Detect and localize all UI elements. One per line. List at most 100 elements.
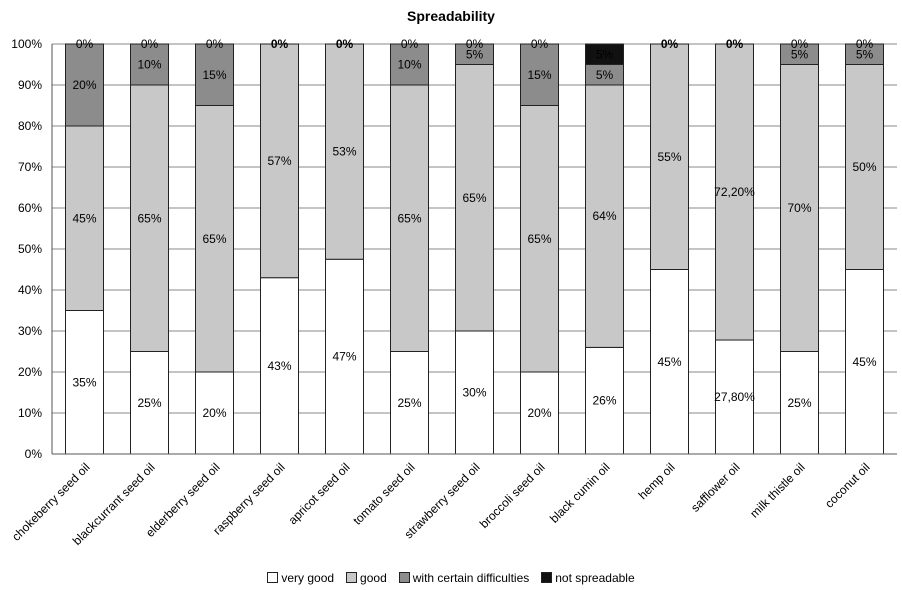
data-label: 45%: [852, 355, 876, 369]
data-label: 0%: [531, 37, 549, 51]
data-label: 0%: [206, 37, 224, 51]
legend-item: good: [346, 571, 387, 585]
data-label: 10%: [137, 58, 161, 72]
legend: very good good with certain difficulties no…: [0, 571, 902, 585]
data-label: 5%: [856, 47, 874, 61]
y-tick-label: 90%: [18, 78, 42, 92]
bar-segment: [845, 43, 884, 65]
bar-segment: [585, 43, 624, 65]
bar-segment: [65, 43, 104, 127]
y-tick-label: 30%: [18, 324, 42, 338]
data-label: 26%: [592, 394, 616, 408]
data-label: 0%: [466, 37, 484, 51]
bar-segment: [845, 269, 884, 455]
data-label: 5%: [596, 68, 614, 82]
y-tick-label: 0%: [25, 447, 43, 461]
data-label: 43%: [267, 359, 291, 373]
x-tick-label: black cumin oil: [547, 460, 613, 526]
data-label: 0%: [791, 37, 809, 51]
data-label: 0%: [661, 37, 679, 51]
legend-swatch: [346, 572, 358, 583]
data-label: 20%: [72, 78, 96, 92]
data-label: 64%: [592, 209, 616, 223]
legend-item: very good: [267, 571, 334, 585]
legend-label: very good: [281, 571, 335, 585]
y-tick-label: 10%: [18, 406, 42, 420]
data-label: 20%: [527, 406, 551, 420]
bar-segment: [455, 330, 494, 455]
bar-segment: [390, 43, 429, 86]
bar-segment: [390, 84, 429, 352]
legend-swatch: [541, 572, 553, 583]
bar-segment: [325, 43, 364, 260]
data-label: 65%: [462, 191, 486, 205]
x-tick-label: safflower oil: [688, 460, 743, 515]
x-tick-label: broccoli seed oil: [477, 460, 548, 531]
x-tick-label: tomato seed oil: [350, 460, 417, 527]
legend-item: not spreadable: [541, 571, 635, 585]
data-label: 47%: [332, 350, 356, 364]
legend-label: not spreadable: [555, 571, 635, 585]
legend-label: with certain difficulties: [412, 571, 530, 585]
data-label: 35%: [72, 375, 96, 389]
bar-segment: [650, 43, 689, 270]
data-label: 0%: [76, 37, 94, 51]
data-label: 25%: [137, 396, 161, 410]
bar-segment: [65, 125, 104, 311]
bar-segment: [260, 43, 299, 279]
bar-segment: [520, 43, 559, 106]
data-label: 65%: [137, 211, 161, 225]
bar-segment: [455, 64, 494, 332]
y-tick-label: 40%: [18, 283, 42, 297]
bar-segment: [195, 371, 234, 455]
x-tick-label: hemp oil: [636, 460, 678, 502]
legend-item: with certain difficulties: [398, 571, 530, 585]
data-label: 0%: [141, 37, 159, 51]
data-label: 5%: [791, 47, 809, 61]
data-label: 72,20%: [714, 185, 755, 199]
bar-segment: [520, 105, 559, 373]
bar-segment: [195, 43, 234, 106]
legend-label: good: [360, 571, 387, 585]
data-label: 20%: [202, 406, 226, 420]
data-label: 30%: [462, 386, 486, 400]
data-label: 0%: [336, 37, 354, 51]
bar-segment: [130, 351, 169, 455]
bar-segment: [455, 43, 494, 65]
x-tick-label: apricot seed oil: [286, 460, 353, 527]
data-label: 5%: [596, 47, 614, 61]
data-label: 50%: [852, 160, 876, 174]
x-tick-label: coconut oil: [822, 460, 872, 510]
data-label: 65%: [527, 232, 551, 246]
bar-segment: [520, 371, 559, 455]
y-tick-label: 50%: [18, 242, 42, 256]
y-tick-label: 20%: [18, 365, 42, 379]
data-label: 0%: [856, 37, 874, 51]
data-label: 27,80%: [714, 390, 755, 404]
data-label: 45%: [657, 355, 681, 369]
bar-segment: [260, 277, 299, 455]
y-tick-label: 100%: [11, 37, 42, 51]
bar-segment: [780, 64, 819, 352]
data-label: 5%: [466, 47, 484, 61]
data-label: 15%: [527, 68, 551, 82]
data-label: 15%: [202, 68, 226, 82]
data-label: 25%: [397, 396, 421, 410]
bar-segment: [650, 269, 689, 455]
bar-segment: [130, 84, 169, 352]
data-label: 0%: [726, 37, 744, 51]
y-tick-label: 70%: [18, 160, 42, 174]
data-label: 45%: [72, 211, 96, 225]
y-tick-label: 80%: [18, 119, 42, 133]
chart-title: Spreadability: [407, 8, 495, 24]
data-label: 53%: [332, 145, 356, 159]
data-label: 55%: [657, 150, 681, 164]
legend-swatch: [267, 572, 279, 583]
x-tick-label: raspberry seed oil: [210, 460, 287, 537]
bar-segment: [585, 84, 624, 348]
x-tick-label: milk thistle oil: [747, 460, 807, 520]
data-label: 57%: [267, 154, 291, 168]
data-label: 65%: [397, 211, 421, 225]
bar-segment: [715, 43, 754, 341]
